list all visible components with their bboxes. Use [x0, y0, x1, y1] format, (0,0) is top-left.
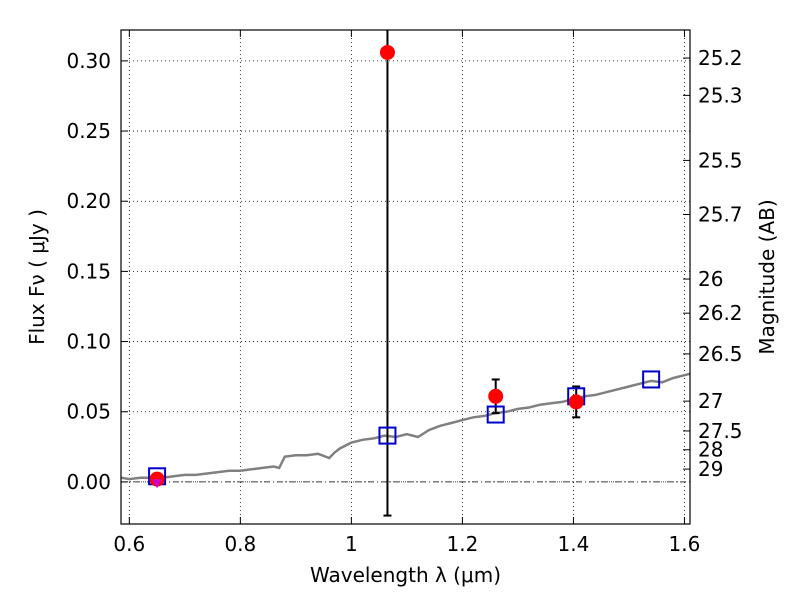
y-tick-label: 0.05: [66, 400, 111, 424]
y-tick-label: 0.20: [66, 189, 111, 213]
model-point: [642, 370, 661, 389]
y2-tick-label: 25.2: [698, 46, 743, 70]
plot-frame: [120, 29, 691, 525]
errorbar-layer: [153, 30, 581, 517]
observed-points-layer: [149, 44, 584, 487]
grid-lines: [121, 30, 690, 524]
y-tick-label: 0.30: [66, 49, 111, 73]
x-tick-label: 1.6: [669, 532, 701, 556]
model-point: [378, 426, 397, 445]
y2-tick-label: 26.2: [698, 301, 743, 325]
observed-point: [488, 388, 504, 404]
y2-tick-label: 29: [698, 457, 723, 481]
nondetection-marker: [152, 479, 163, 489]
sed-curve: [120, 372, 691, 481]
observed-point: [568, 394, 584, 410]
model-photometry-layer: [148, 370, 661, 486]
x-axis-label: Wavelength λ (μm): [310, 563, 501, 587]
x-tick-label: 1.4: [558, 532, 590, 556]
x-axis-ticks: 0.6 0.8 1 1.2 1.4 1.6: [113, 30, 700, 556]
y2-tick-label: 26: [698, 267, 723, 291]
x-tick-label: 1.2: [446, 532, 478, 556]
y-axis-label: Flux Fν ( μJy ): [25, 209, 49, 345]
y2-tick-label: 25.7: [698, 202, 743, 226]
y2-tick-label: 25.5: [698, 148, 743, 172]
y-tick-label: 0.25: [66, 119, 111, 143]
x-tick-label: 1: [345, 532, 358, 556]
x-tick-label: 0.8: [224, 532, 256, 556]
observed-point: [379, 44, 395, 60]
y2-tick-label: 27: [698, 389, 723, 413]
nondetection-layer: [152, 479, 163, 489]
y2-tick-label: 27.5: [698, 419, 743, 443]
sed-layer: [120, 372, 691, 481]
y2-axis-label: Magnitude (AB): [755, 199, 779, 354]
model-point: [486, 405, 505, 424]
x-tick-label: 0.6: [113, 532, 145, 556]
y-axis-ticks: 0.00 0.05 0.10 0.15 0.20 0.25 0.30: [66, 49, 128, 494]
y2-tick-label: 28: [698, 438, 723, 462]
y2-tick-label: 26.5: [698, 342, 743, 366]
y-tick-label: 0.10: [66, 330, 111, 354]
y2-tick-label: 25.3: [698, 83, 743, 107]
y-tick-label: 0.00: [66, 470, 111, 494]
y-tick-label: 0.15: [66, 259, 111, 283]
